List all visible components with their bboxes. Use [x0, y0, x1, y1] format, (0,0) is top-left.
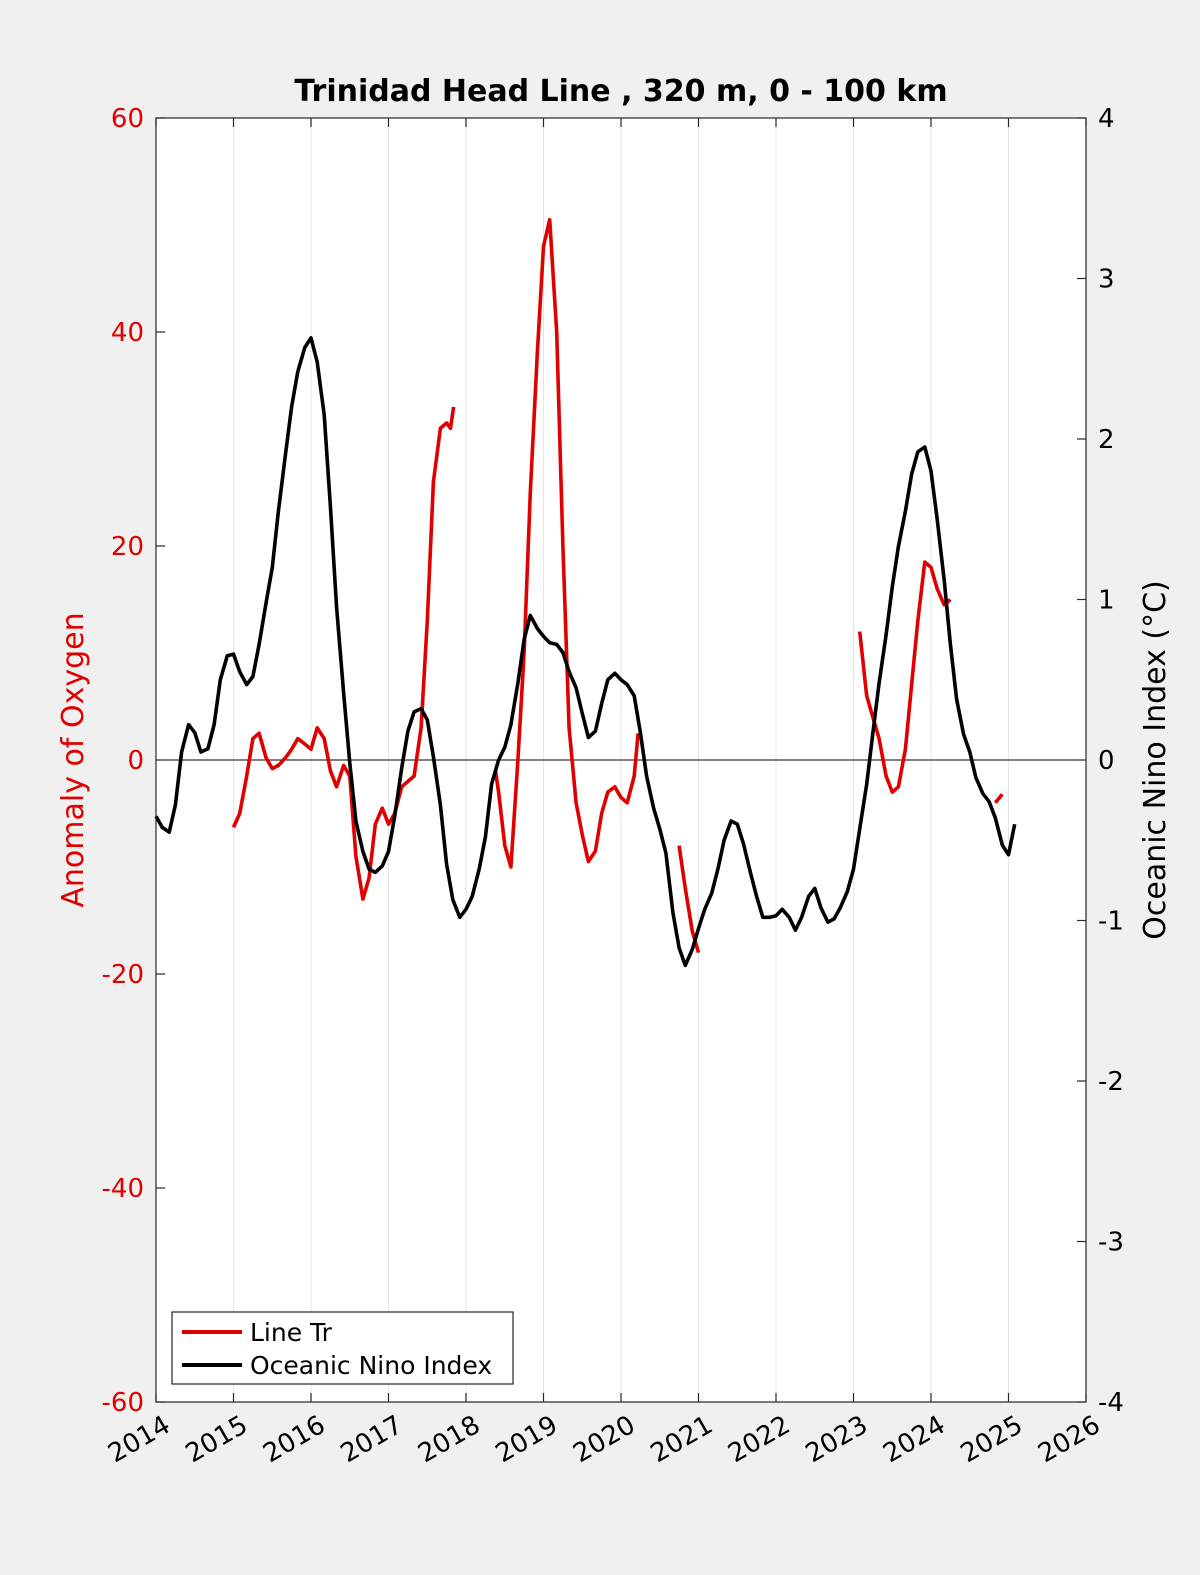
x-tick-label: 2021 [646, 1410, 718, 1469]
y-right-tick-label: 4 [1098, 104, 1115, 134]
x-tick-label: 2024 [878, 1410, 950, 1469]
x-tick-label: 2018 [413, 1410, 485, 1469]
y-right-tick-label: -3 [1098, 1228, 1124, 1258]
y-left-tick-label: 20 [111, 532, 144, 562]
x-tick-label: 2015 [181, 1410, 253, 1469]
y-right-tick-label: 2 [1098, 425, 1115, 455]
x-tick-label: 2014 [103, 1410, 175, 1469]
y-right-tick-label: -1 [1098, 907, 1124, 937]
legend-label-oni: Oceanic Nino Index [250, 1351, 492, 1380]
grid [156, 118, 1086, 1402]
y-right-tick-label: -4 [1098, 1388, 1124, 1418]
series-oni-segment-0 [154, 336, 1017, 968]
y-right-tick-label: 3 [1098, 265, 1115, 295]
x-tick-label: 2019 [491, 1410, 563, 1469]
y-axis-label-right: Oceanic Nino Index (°C) [1138, 580, 1173, 940]
y-left-tick-label: -60 [102, 1388, 144, 1418]
series-line-tr-segment-1 [493, 217, 640, 869]
x-tick-label: 2025 [956, 1410, 1028, 1469]
legend-box [171, 1311, 514, 1385]
y-right-tick-label: 1 [1098, 586, 1115, 616]
series-layer [154, 217, 1017, 968]
y-left-tick-label: 40 [111, 318, 144, 348]
x-tick-label: 2016 [258, 1410, 330, 1469]
y-left-tick-label: 60 [111, 104, 144, 134]
x-tick-label: 2017 [336, 1410, 408, 1469]
y-right-tick-label: -2 [1098, 1067, 1124, 1097]
chart-title: Trinidad Head Line , 320 m, 0 - 100 km [294, 74, 947, 109]
y-left-tick-label: -40 [102, 1174, 144, 1204]
y-left-tick-label: 0 [127, 746, 144, 776]
y-axis-label-left: Anomaly of Oxygen [56, 612, 91, 907]
x-tick-label: 2020 [568, 1410, 640, 1469]
x-tick-label: 2026 [1033, 1410, 1105, 1469]
x-tick-label: 2022 [723, 1410, 795, 1469]
y-left-tick-label: -20 [102, 960, 144, 990]
y-right-tick-label: 0 [1098, 746, 1115, 776]
series-line-tr-segment-4 [993, 793, 1004, 804]
legend-label-line-tr: Line Tr [250, 1318, 333, 1347]
legend: Line Tr Oceanic Nino Index [171, 1311, 514, 1385]
x-tick-label: 2023 [801, 1410, 873, 1469]
